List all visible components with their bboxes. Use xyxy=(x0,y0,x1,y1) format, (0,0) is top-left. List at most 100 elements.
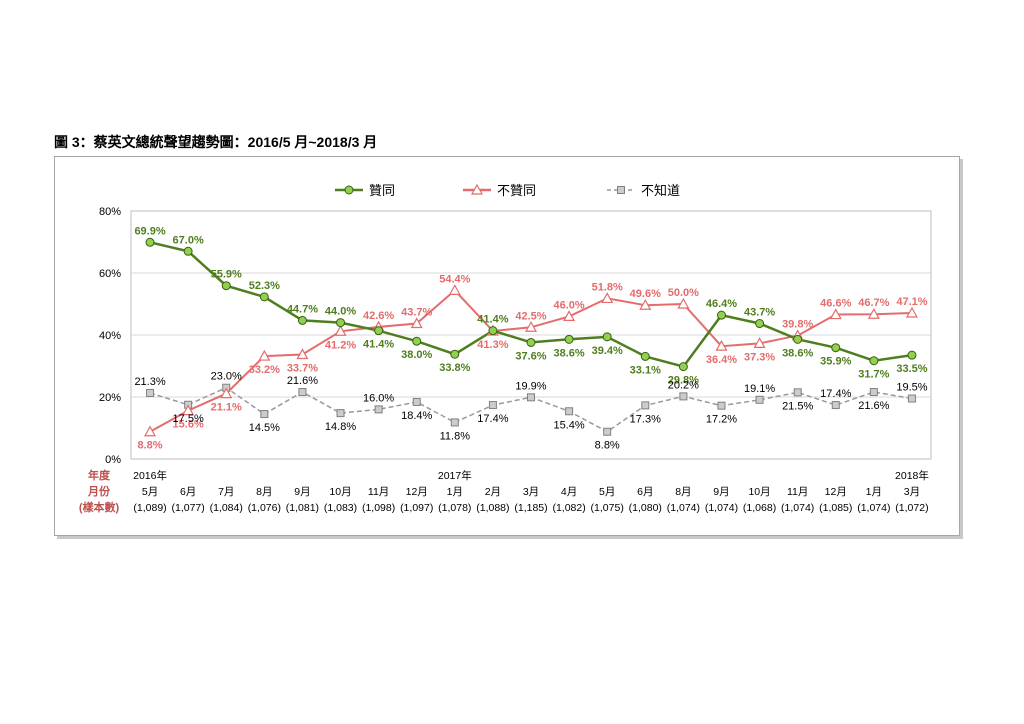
axis-row-label: 年度 xyxy=(88,468,111,482)
data-point xyxy=(298,388,307,397)
data-label: 14.5% xyxy=(249,422,280,434)
sample-size-label: (1,083) xyxy=(324,502,357,514)
month-label: 10月 xyxy=(329,486,351,498)
data-label: 17.4% xyxy=(820,388,851,400)
data-label: 33.1% xyxy=(630,364,661,376)
sample-size-label: (1,088) xyxy=(476,502,509,514)
data-label: 15.4% xyxy=(553,419,584,431)
sample-size-label: (1,081) xyxy=(286,502,319,514)
data-point xyxy=(259,292,269,302)
data-point xyxy=(829,308,842,320)
data-label: 37.6% xyxy=(515,350,546,362)
chart-frame: 0% 20% 40% 60% 80% 贊同 不贊同 不知道 69.9% 67.0% 55.9% 5… xyxy=(54,156,960,536)
data-label: 15.6% xyxy=(173,419,204,431)
data-point xyxy=(450,418,459,427)
data-label: 37.3% xyxy=(744,351,775,363)
sample-size-label: (1,077) xyxy=(172,502,205,514)
legend-label: 不贊同 xyxy=(497,183,536,198)
data-label: 44.7% xyxy=(287,303,318,315)
data-label: 46.7% xyxy=(858,297,889,309)
data-label: 41.2% xyxy=(325,339,356,351)
sample-size-label: (1,074) xyxy=(781,502,814,514)
data-point xyxy=(907,350,917,360)
data-point xyxy=(296,348,309,360)
data-point xyxy=(715,339,728,351)
sample-size-label: (1,097) xyxy=(400,502,433,514)
sample-size-label: (1,089) xyxy=(133,502,166,514)
data-point xyxy=(146,388,155,397)
sample-size-label: (1,185) xyxy=(514,502,547,514)
data-point xyxy=(639,299,652,310)
y-tick-label: 0% xyxy=(105,454,121,466)
data-point xyxy=(564,334,574,344)
sample-size-label: (1,074) xyxy=(857,502,890,514)
data-label: 14.8% xyxy=(325,421,356,433)
month-label: 4月 xyxy=(561,486,577,498)
month-label: 5月 xyxy=(142,486,158,498)
data-point xyxy=(867,307,880,319)
data-label: 47.1% xyxy=(896,296,927,308)
sample-size-label: (1,074) xyxy=(667,502,700,514)
data-label: 21.3% xyxy=(134,376,165,388)
legend: 贊同 不贊同 不知道 xyxy=(335,183,680,198)
data-label: 8.8% xyxy=(138,440,163,452)
plot-area xyxy=(130,210,932,460)
sample-size-label: (1,075) xyxy=(591,502,624,514)
year-label: 2016年 xyxy=(133,469,167,482)
month-label: 8月 xyxy=(256,486,272,498)
trend-line-chart: 0% 20% 40% 60% 80% 贊同 不贊同 不知道 69.9% 67.0% 55.9% 5… xyxy=(79,183,932,514)
month-label: 11月 xyxy=(368,486,389,498)
data-label: 43.7% xyxy=(401,307,432,319)
sample-size-label: (1,074) xyxy=(705,502,738,514)
month-label: 3月 xyxy=(904,486,920,498)
data-point xyxy=(563,310,576,321)
data-label: 52.3% xyxy=(249,280,280,292)
data-point xyxy=(144,425,157,437)
data-point xyxy=(336,318,346,328)
data-label: 38.0% xyxy=(401,349,432,361)
data-label: 33.7% xyxy=(287,363,318,375)
data-label: 69.9% xyxy=(134,225,165,237)
data-point xyxy=(336,409,345,418)
data-label: 21.6% xyxy=(858,400,889,412)
data-label: 19.5% xyxy=(896,382,927,394)
data-point xyxy=(677,297,690,309)
sample-size-label: (1,076) xyxy=(248,502,281,514)
data-point xyxy=(679,392,688,401)
data-point xyxy=(145,237,155,247)
data-label: 23.0% xyxy=(211,371,242,383)
legend-marker xyxy=(617,186,625,194)
category-axis: 2016年 2017年 2018年 5月 (1,089) 6月 (1,077) 7月 (1,08… xyxy=(79,468,929,514)
month-label: 9月 xyxy=(294,486,310,498)
axes: 0% 20% 40% 60% 80% xyxy=(99,206,932,466)
data-point xyxy=(755,319,765,329)
data-point xyxy=(412,336,422,346)
data-label: 17.2% xyxy=(706,414,737,426)
data-point xyxy=(450,349,460,359)
legend-label: 贊同 xyxy=(369,183,395,198)
data-point xyxy=(182,404,195,416)
data-label: 29.8% xyxy=(668,375,699,387)
data-point xyxy=(220,387,233,399)
data-point xyxy=(448,284,461,295)
data-label: 21.1% xyxy=(211,402,242,414)
data-point xyxy=(412,397,421,406)
series-lines xyxy=(144,237,918,437)
data-label: 19.1% xyxy=(744,383,775,395)
sample-size-label: (1,085) xyxy=(819,502,852,514)
data-point xyxy=(527,393,535,402)
figure-title: 圖 3：蔡英文總統聲望趨勢圖：2016/5 月~2018/3 月 xyxy=(54,134,378,150)
month-label: 6月 xyxy=(637,486,653,498)
data-point xyxy=(640,351,650,361)
data-point xyxy=(753,337,766,348)
axis-row-label: (樣本數) xyxy=(79,500,120,514)
data-label: 31.7% xyxy=(858,369,889,381)
axis-row-label: 月份 xyxy=(87,484,111,498)
data-point xyxy=(869,356,879,366)
data-point xyxy=(488,326,498,336)
data-point xyxy=(905,306,918,318)
y-tick-label: 80% xyxy=(99,206,121,218)
data-label: 67.0% xyxy=(173,234,204,246)
data-point xyxy=(907,394,916,403)
legend-label: 不知道 xyxy=(641,183,680,198)
